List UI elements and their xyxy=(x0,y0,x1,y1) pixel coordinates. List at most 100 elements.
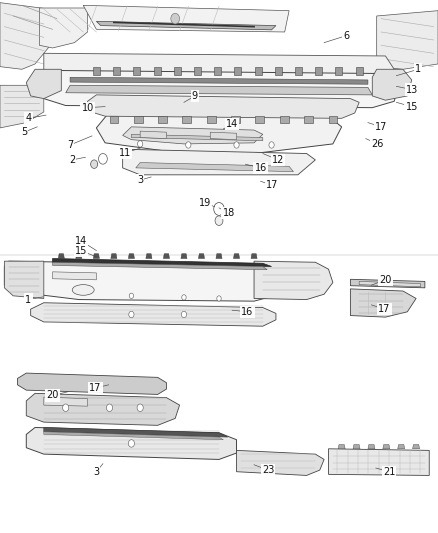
Polygon shape xyxy=(234,67,241,75)
Polygon shape xyxy=(136,163,293,172)
Polygon shape xyxy=(44,53,394,85)
Polygon shape xyxy=(214,67,221,75)
Text: 21: 21 xyxy=(383,467,395,477)
Circle shape xyxy=(99,154,107,164)
Polygon shape xyxy=(377,11,438,69)
Polygon shape xyxy=(31,303,276,326)
Polygon shape xyxy=(39,8,88,48)
Circle shape xyxy=(129,311,134,318)
Polygon shape xyxy=(4,261,280,301)
Text: 1: 1 xyxy=(415,64,421,74)
Text: 13: 13 xyxy=(406,85,418,94)
Polygon shape xyxy=(0,85,44,128)
Text: 5: 5 xyxy=(21,127,27,137)
Polygon shape xyxy=(110,116,118,123)
Polygon shape xyxy=(338,445,345,449)
Polygon shape xyxy=(183,116,191,123)
Circle shape xyxy=(215,216,223,225)
Polygon shape xyxy=(146,254,152,259)
Polygon shape xyxy=(280,116,289,123)
Polygon shape xyxy=(96,112,342,154)
Circle shape xyxy=(217,296,221,301)
Text: 20: 20 xyxy=(379,275,392,285)
Polygon shape xyxy=(0,3,61,69)
Circle shape xyxy=(63,404,69,411)
Polygon shape xyxy=(398,445,405,449)
Polygon shape xyxy=(133,67,140,75)
Circle shape xyxy=(214,203,224,215)
Circle shape xyxy=(181,311,187,318)
Polygon shape xyxy=(96,21,276,30)
Circle shape xyxy=(182,295,186,300)
Text: 17: 17 xyxy=(89,383,102,393)
Text: 3: 3 xyxy=(93,467,99,477)
Polygon shape xyxy=(233,254,240,259)
Text: 23: 23 xyxy=(262,465,274,475)
Polygon shape xyxy=(123,127,263,144)
Polygon shape xyxy=(275,67,282,75)
Polygon shape xyxy=(76,254,82,259)
Polygon shape xyxy=(18,373,166,394)
Circle shape xyxy=(137,404,143,411)
Polygon shape xyxy=(181,254,187,259)
Polygon shape xyxy=(254,261,333,300)
Polygon shape xyxy=(134,116,143,123)
Circle shape xyxy=(269,142,274,148)
Polygon shape xyxy=(53,262,267,270)
Polygon shape xyxy=(350,289,416,317)
Polygon shape xyxy=(93,254,99,259)
Text: 2: 2 xyxy=(69,155,75,165)
Polygon shape xyxy=(26,69,61,99)
Polygon shape xyxy=(383,445,390,449)
Polygon shape xyxy=(210,132,237,140)
Circle shape xyxy=(186,142,191,148)
Polygon shape xyxy=(140,131,166,139)
Circle shape xyxy=(171,13,180,24)
Text: 3: 3 xyxy=(137,175,143,185)
Polygon shape xyxy=(295,67,302,75)
Polygon shape xyxy=(372,69,412,100)
Polygon shape xyxy=(58,254,64,259)
Polygon shape xyxy=(93,67,100,75)
Polygon shape xyxy=(53,259,272,266)
Text: 18: 18 xyxy=(223,208,235,218)
Text: 19: 19 xyxy=(199,198,211,207)
Text: 16: 16 xyxy=(241,307,254,317)
Polygon shape xyxy=(66,85,372,95)
Polygon shape xyxy=(194,67,201,75)
Text: 6: 6 xyxy=(343,31,349,41)
Polygon shape xyxy=(198,254,205,259)
Polygon shape xyxy=(153,67,160,75)
Polygon shape xyxy=(88,95,359,118)
Polygon shape xyxy=(44,432,223,440)
Polygon shape xyxy=(113,67,120,75)
Ellipse shape xyxy=(72,285,94,295)
Circle shape xyxy=(138,141,143,147)
Polygon shape xyxy=(128,254,134,259)
Polygon shape xyxy=(350,279,425,288)
Polygon shape xyxy=(304,116,313,123)
Polygon shape xyxy=(174,67,181,75)
Polygon shape xyxy=(359,281,420,287)
Polygon shape xyxy=(251,254,257,259)
Polygon shape xyxy=(328,116,337,123)
Text: 14: 14 xyxy=(75,236,87,246)
Circle shape xyxy=(128,440,134,447)
Polygon shape xyxy=(44,397,88,406)
Polygon shape xyxy=(131,134,263,141)
Polygon shape xyxy=(70,77,368,84)
Circle shape xyxy=(106,404,113,411)
Text: 26: 26 xyxy=(371,139,384,149)
Text: 17: 17 xyxy=(375,122,387,132)
Polygon shape xyxy=(35,70,399,108)
Polygon shape xyxy=(207,116,215,123)
Polygon shape xyxy=(83,5,289,32)
Polygon shape xyxy=(163,254,170,259)
Polygon shape xyxy=(123,149,315,175)
Circle shape xyxy=(91,160,98,168)
Polygon shape xyxy=(368,445,375,449)
Text: 1: 1 xyxy=(25,295,32,304)
Text: 12: 12 xyxy=(272,155,284,165)
Polygon shape xyxy=(111,254,117,259)
Text: 14: 14 xyxy=(226,119,238,128)
